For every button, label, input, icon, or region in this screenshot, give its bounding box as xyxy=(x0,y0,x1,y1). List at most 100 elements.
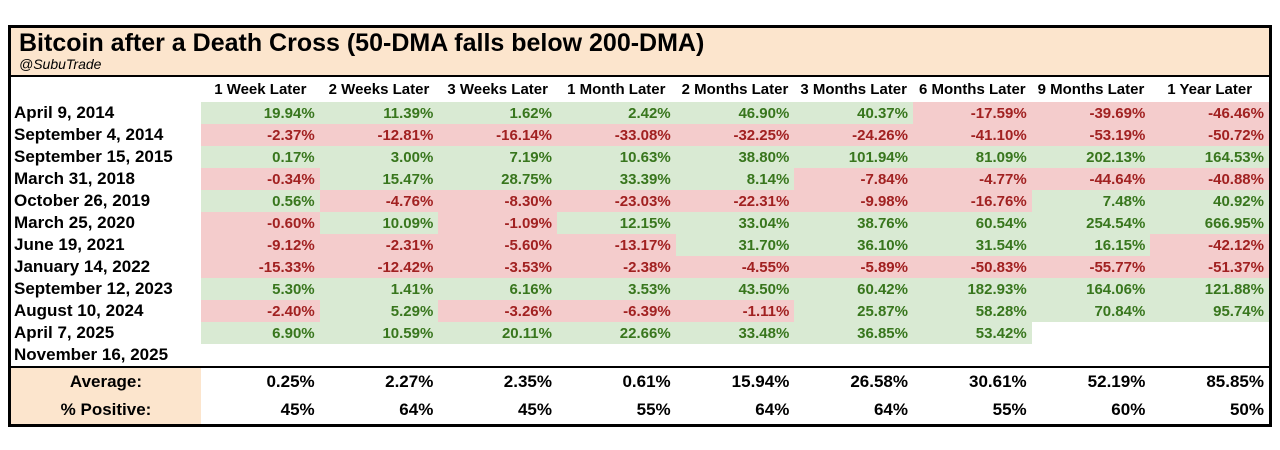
value-cell: -16.76% xyxy=(912,190,1032,212)
value-cell: -7.84% xyxy=(794,168,913,190)
summary-value-cell: 64% xyxy=(399,400,434,419)
value-cell: 43.50% xyxy=(675,278,795,300)
value-cell: 12.15% xyxy=(556,212,676,234)
column-header: 9 Months Later xyxy=(1037,81,1145,98)
value-cell: 31.70% xyxy=(675,234,795,256)
table-row: April 7, 2025 6.90% 10.59% 20.11% 22.66% 33.4… xyxy=(11,322,1269,344)
value-cell: 11.39% xyxy=(319,102,439,124)
value-cell: -0.60% xyxy=(201,212,320,234)
column-header: 3 Weeks Later xyxy=(447,81,548,98)
value-cell: 10.63% xyxy=(556,146,676,168)
table-row: March 25, 2020 -0.60% 10.09% -1.09% 12.15% 33… xyxy=(11,212,1269,234)
table-row: October 26, 2019 0.56% -4.76% -8.30% -23.03%… xyxy=(11,190,1269,212)
corner-cell xyxy=(11,77,201,102)
value-cell: 182.93% xyxy=(912,278,1032,300)
value-cell: 5.29% xyxy=(319,300,439,322)
value-cell: -23.03% xyxy=(556,190,676,212)
value-cell: -42.12% xyxy=(1150,234,1269,256)
value-cell: -41.10% xyxy=(912,124,1032,146)
value-cell: -0.34% xyxy=(201,168,320,190)
value-cell: 7.19% xyxy=(438,146,557,168)
value-cell: -1.11% xyxy=(675,300,795,322)
table-row: November 16, 2025 xyxy=(11,344,1269,366)
value-cell: 10.09% xyxy=(319,212,439,234)
value-cell xyxy=(319,344,439,366)
value-cell: 36.10% xyxy=(794,234,913,256)
table-row: September 15, 2015 0.17% 3.00% 7.19% 10.63% 3… xyxy=(11,146,1269,168)
value-cell: 6.90% xyxy=(201,322,320,344)
summary-value-cell: 85.85% xyxy=(1206,372,1264,391)
summary-value-cell: 45% xyxy=(517,400,552,419)
value-cell: 666.95% xyxy=(1150,212,1269,234)
summary-value-cell: 2.35% xyxy=(503,372,552,391)
table-row: September 12, 2023 5.30% 1.41% 6.16% 3.53% 43… xyxy=(11,278,1269,300)
value-cell: -32.25% xyxy=(675,124,795,146)
summary-value-cell: 64% xyxy=(755,400,790,419)
value-cell xyxy=(1150,322,1269,344)
value-cell: -53.19% xyxy=(1031,124,1151,146)
summary-section: Average: 0.25% 2.27% 2.35% 0.61% 15.94% 26.58%… xyxy=(11,366,1269,424)
value-cell: 10.59% xyxy=(319,322,439,344)
value-cell: -2.31% xyxy=(319,234,439,256)
value-cell: 40.37% xyxy=(794,102,913,124)
value-cell xyxy=(1031,344,1151,366)
date-cell: April 9, 2014 xyxy=(11,102,201,124)
value-cell: 22.66% xyxy=(556,322,676,344)
value-cell: 6.16% xyxy=(438,278,557,300)
value-cell: -5.60% xyxy=(438,234,557,256)
date-cell: September 4, 2014 xyxy=(11,124,201,146)
value-cell: -39.69% xyxy=(1031,102,1151,124)
value-cell: 1.41% xyxy=(319,278,439,300)
value-cell: -51.37% xyxy=(1150,256,1269,278)
value-cell: -50.72% xyxy=(1150,124,1269,146)
value-cell: 15.47% xyxy=(319,168,439,190)
value-cell: 0.17% xyxy=(201,146,320,168)
date-cell: June 19, 2021 xyxy=(11,234,201,256)
value-cell: 0.56% xyxy=(201,190,320,212)
date-cell: April 7, 2025 xyxy=(11,322,201,344)
value-cell xyxy=(556,344,676,366)
value-cell: -13.17% xyxy=(556,234,676,256)
value-cell: 3.53% xyxy=(556,278,676,300)
column-header-row: 1 Week Later 2 Weeks Later 3 Weeks Later 1 … xyxy=(11,77,1269,102)
value-cell: 60.54% xyxy=(912,212,1032,234)
summary-label: % Positive: xyxy=(11,396,201,424)
death-cross-table: Bitcoin after a Death Cross (50-DMA fall… xyxy=(8,25,1272,427)
column-header: 1 Month Later xyxy=(567,81,666,98)
value-cell: -50.83% xyxy=(912,256,1032,278)
date-cell: October 26, 2019 xyxy=(11,190,201,212)
table-row: March 31, 2018 -0.34% 15.47% 28.75% 33.39% 8.… xyxy=(11,168,1269,190)
value-cell: -17.59% xyxy=(912,102,1032,124)
value-cell: 38.76% xyxy=(794,212,913,234)
value-cell: -1.09% xyxy=(438,212,557,234)
summary-value-cell: 52.19% xyxy=(1087,372,1146,391)
value-cell: -15.33% xyxy=(201,256,320,278)
column-header: 6 Months Later xyxy=(918,81,1026,98)
value-cell: 70.84% xyxy=(1031,300,1151,322)
value-cell: -2.37% xyxy=(201,124,320,146)
value-cell: 46.90% xyxy=(675,102,795,124)
value-cell: 16.15% xyxy=(1031,234,1151,256)
column-header: 2 Weeks Later xyxy=(328,81,430,98)
value-cell: 25.87% xyxy=(794,300,913,322)
value-cell xyxy=(1031,322,1151,344)
value-cell xyxy=(1150,344,1269,366)
value-cell: -16.14% xyxy=(438,124,557,146)
summary-value-cell: 0.61% xyxy=(622,372,671,391)
value-cell: 1.62% xyxy=(438,102,557,124)
value-cell: -2.40% xyxy=(201,300,320,322)
date-cell: November 16, 2025 xyxy=(11,344,201,366)
date-cell: September 12, 2023 xyxy=(11,278,201,300)
value-cell: 254.54% xyxy=(1031,212,1151,234)
date-cell: August 10, 2024 xyxy=(11,300,201,322)
summary-label: Average: xyxy=(11,368,201,396)
value-cell xyxy=(438,344,557,366)
table-body: April 9, 2014 19.94% 11.39% 1.62% 2.42% 46.90… xyxy=(11,102,1269,366)
value-cell: -4.76% xyxy=(319,190,439,212)
summary-value-cell: 64% xyxy=(873,400,908,419)
summary-value-cell: 2.27% xyxy=(385,372,434,391)
table-row: June 19, 2021 -9.12% -2.31% -5.60% -13.17% 31… xyxy=(11,234,1269,256)
value-cell: 3.00% xyxy=(319,146,439,168)
summary-row: % Positive: 45% 64% 45% 55% 64% 64% 55% 60% 50% xyxy=(11,396,1269,424)
